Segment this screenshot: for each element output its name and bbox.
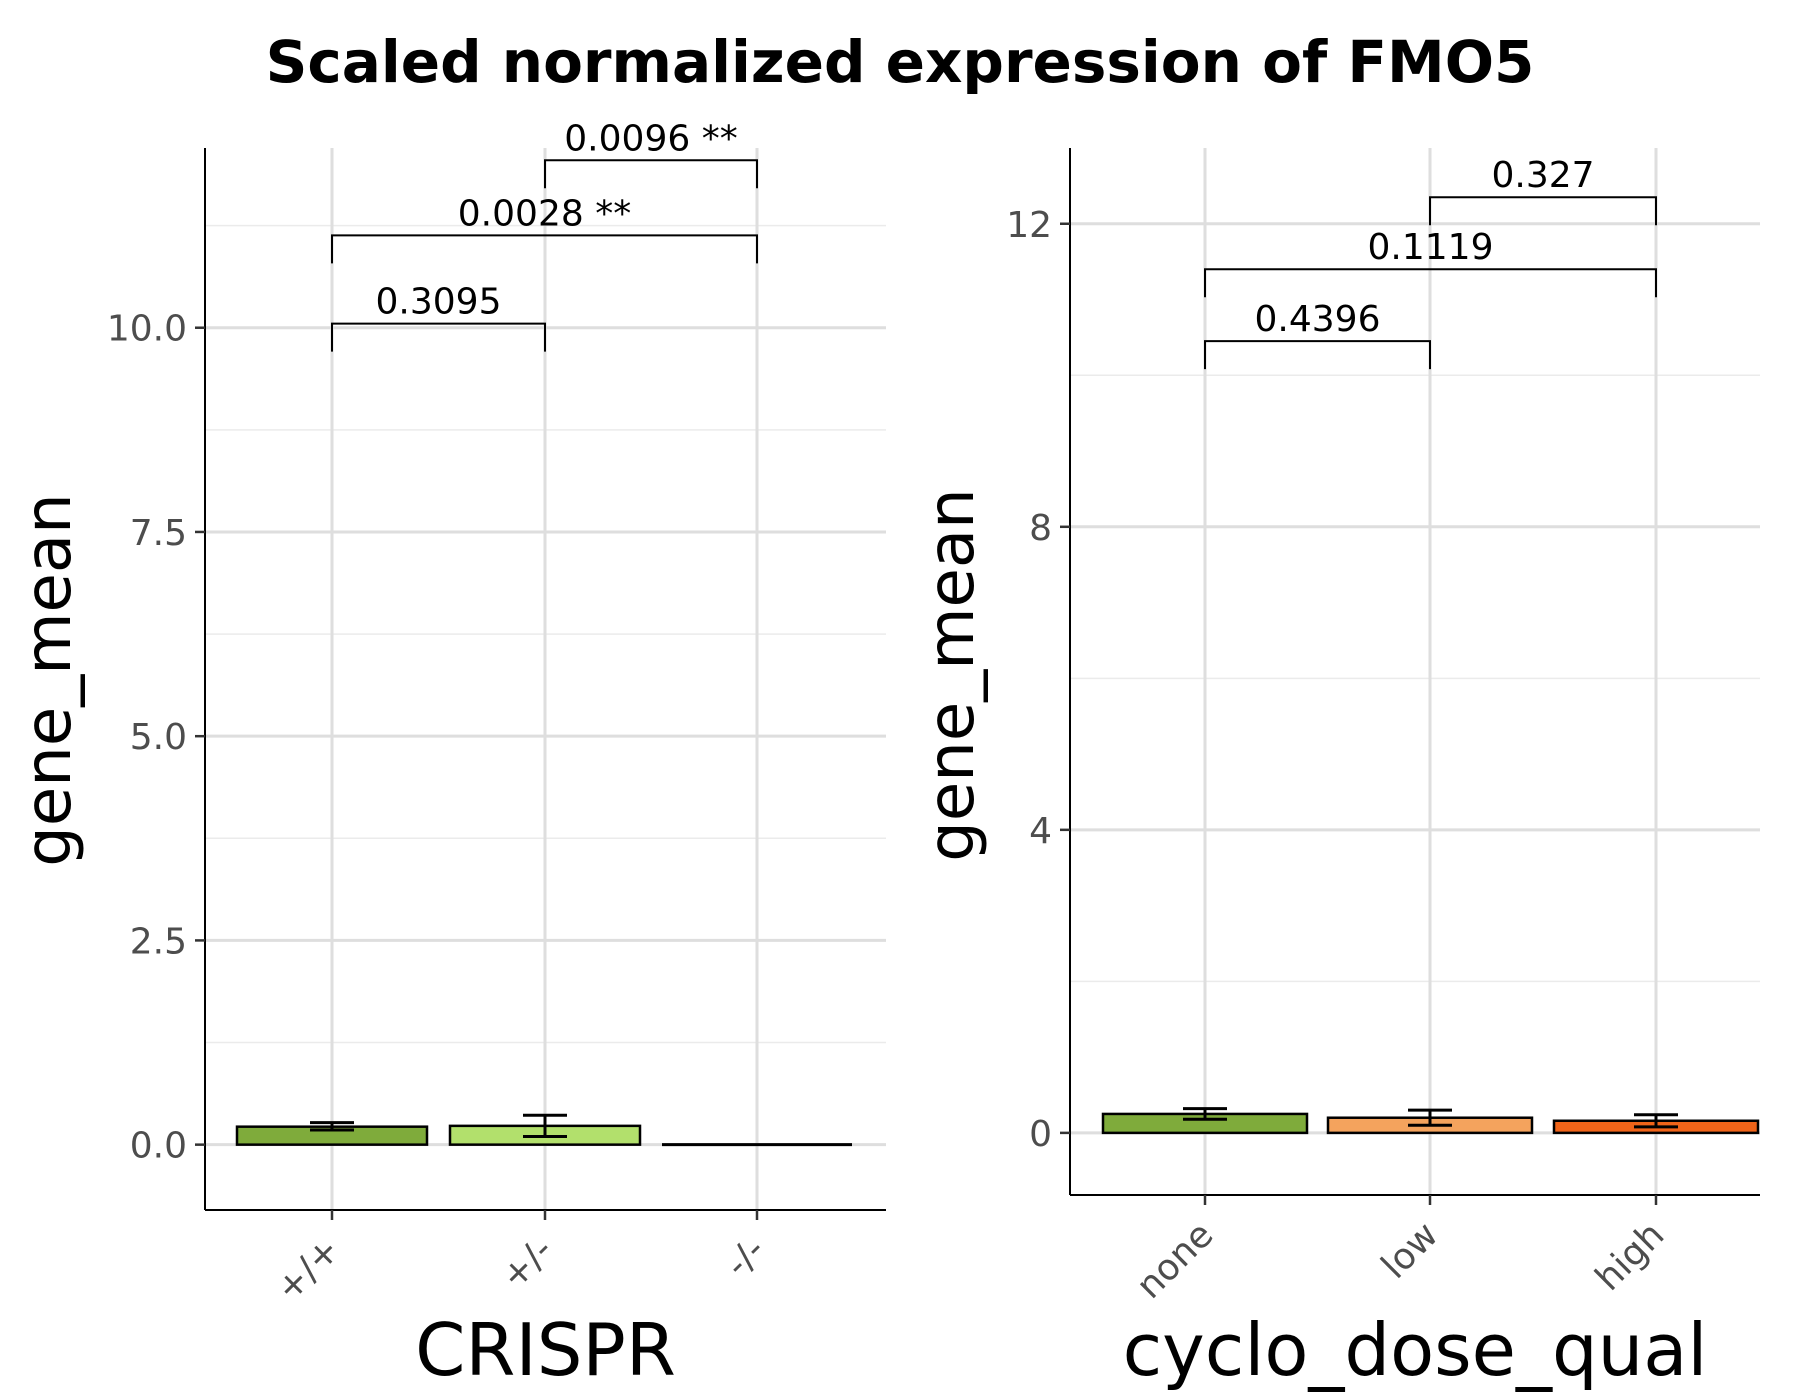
p-value-label: 0.1119	[1368, 227, 1494, 268]
comparison-bracket	[1204, 268, 1657, 298]
comparison-bracket	[1429, 196, 1657, 226]
y-tick-label: 5.0	[130, 717, 187, 758]
p-value-label: 0.0028 **	[458, 193, 631, 234]
y-tick-label: 0.0	[130, 1126, 187, 1167]
y-axis-title: gene_mean	[915, 488, 989, 861]
comparison-bracket	[544, 159, 758, 189]
y-tick-label: 7.5	[130, 513, 187, 554]
y-tick-label: 0	[1029, 1114, 1052, 1155]
comparison-bracket	[1204, 340, 1431, 370]
y-tick-label: 12	[1006, 205, 1052, 246]
p-value-label: 0.0096 **	[564, 118, 737, 159]
x-tick-label: low	[1374, 1214, 1446, 1286]
x-axis-title: cyclo_dose_qual	[1123, 1308, 1708, 1392]
panel-cyclo-dose: 0.4396 0.1119 0.327 0 4 8 12 none low high cyclo_d…	[915, 148, 1760, 1392]
comparison-bracket	[331, 234, 758, 264]
panel-crispr: 0.3095 0.0028 ** 0.0096 ** 0.0 2.5 5.0 7.5 10.0…	[12, 118, 886, 1392]
chart-title: Scaled normalized expression of FMO5	[266, 28, 1535, 96]
comparison-bracket	[331, 322, 546, 352]
x-axis-title: CRISPR	[415, 1308, 676, 1392]
y-tick-label: 4	[1029, 811, 1052, 852]
y-tick-label: 8	[1029, 508, 1052, 549]
p-value-label: 0.327	[1491, 155, 1594, 196]
x-tick-label: -/-	[717, 1229, 773, 1285]
y-axis-title: gene_mean	[12, 493, 86, 866]
p-value-label: 0.3095	[376, 282, 502, 323]
x-tick-label: +/+	[268, 1229, 348, 1309]
p-value-label: 0.4396	[1255, 299, 1381, 340]
x-tick-label: none	[1129, 1214, 1221, 1306]
x-tick-label: +/-	[493, 1229, 561, 1297]
y-tick-label: 10.0	[107, 309, 187, 350]
x-tick-label: high	[1588, 1214, 1672, 1298]
y-tick-label: 2.5	[130, 921, 187, 962]
